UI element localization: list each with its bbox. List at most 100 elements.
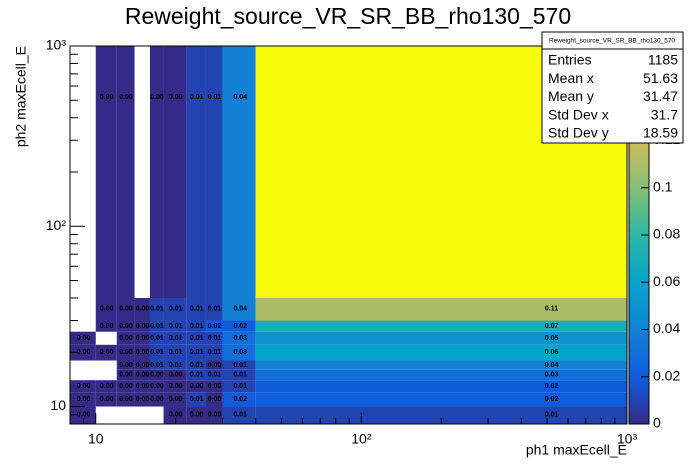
cell-label: 0.11: [545, 305, 558, 312]
cell: [186, 344, 206, 361]
plot-area: 0.00 0.00 0.00 0.00 0.01 0.010.00 0.00 0.00 0.00…: [46, 37, 681, 447]
cell-label: 0.00: [100, 396, 114, 403]
cell-label: 0.04: [545, 362, 559, 369]
cell: [134, 344, 150, 361]
cell: [116, 46, 135, 298]
cell-label: 0.00: [119, 396, 133, 403]
cell-label: 0.01: [208, 305, 222, 312]
cell: [255, 344, 627, 361]
cell-label: 0.00: [100, 349, 114, 356]
cell-label: 0.00: [136, 383, 150, 390]
cell-label: 0.00: [119, 305, 133, 312]
cell-label: 0.00: [119, 372, 133, 379]
cell: [205, 406, 223, 424]
cell: [163, 380, 187, 393]
cell-label: 0.01: [233, 372, 247, 379]
cell: [116, 344, 135, 361]
cell-label: 0.00: [100, 383, 114, 390]
cell: [134, 380, 150, 393]
cell: [149, 392, 164, 407]
y-axis-label: ph2 maxEcell_E: [13, 46, 29, 147]
cell-label: 0.01: [169, 335, 183, 342]
cell: [116, 392, 135, 407]
cell: [205, 392, 223, 407]
cell-label: 0.00: [77, 335, 91, 342]
cell-label: 0.01: [190, 323, 204, 330]
cell-label: 0.01: [190, 362, 204, 369]
cell: [222, 46, 256, 298]
cell-label: 0.00: [150, 383, 164, 390]
cell: [186, 298, 206, 321]
cell: [163, 298, 187, 321]
cell: [116, 320, 135, 332]
cell: [186, 392, 206, 407]
cell-label: 0.00: [77, 396, 91, 403]
cell: [70, 392, 96, 407]
cell-label: 0.02: [545, 383, 559, 390]
cell-label: 0.00: [136, 396, 150, 403]
cell: [205, 369, 223, 381]
cell-label: 0.00: [119, 383, 133, 390]
stats-value: 31.47: [643, 88, 678, 104]
cell: [255, 320, 627, 332]
y-tick-label: 10³: [46, 37, 67, 53]
cell-label: 0.00: [100, 323, 114, 330]
cell-label: 0.01: [190, 396, 204, 403]
cell-label: 0.01: [190, 372, 204, 379]
cell: [186, 360, 206, 370]
cell-label: 0.01: [208, 94, 222, 101]
cell-label: 0.01: [233, 412, 247, 419]
cell: [163, 320, 187, 332]
cell-label: 0.00: [169, 372, 183, 379]
stats-name: Entries: [548, 52, 592, 68]
stats-box: Reweight_source_VR_SR_BB_rho130_570 Entr…: [541, 31, 684, 144]
cell-label: 0.00: [77, 412, 91, 419]
x-tick-label: 10³: [617, 431, 638, 447]
cell: [222, 380, 256, 393]
cell: [163, 406, 187, 424]
cell-label: 0.00: [119, 349, 133, 356]
cell-label: 0.02: [208, 323, 222, 330]
cell-label: 0.00: [208, 396, 222, 403]
cell-label: 0.04: [233, 305, 247, 312]
cell: [116, 298, 135, 321]
cell: [134, 320, 150, 332]
x-tick-label: 10²: [351, 431, 372, 447]
cell-label: 0.01: [150, 349, 164, 356]
z-tick-label: 0: [653, 415, 661, 431]
cell: [222, 298, 256, 321]
y-tick-label: 10: [50, 397, 66, 413]
cell-label: 0.00: [190, 383, 204, 390]
cell: [163, 369, 187, 381]
z-tick-label: 0.02: [653, 367, 680, 383]
cell-label: 0.01: [169, 323, 183, 330]
cell: [134, 360, 150, 370]
cell-label: 0.01: [208, 335, 222, 342]
cell: [186, 369, 206, 381]
cell-label: 0.00: [150, 372, 164, 379]
cell: [222, 344, 256, 361]
cell-label: 0.01: [169, 305, 183, 312]
cell: [116, 369, 135, 381]
cell-label: 0.01: [169, 349, 183, 356]
cell: [149, 298, 164, 321]
cell: [255, 331, 627, 345]
z-tick-label: 0.08: [653, 226, 680, 242]
cell: [163, 360, 187, 370]
cell: [70, 380, 96, 393]
cell: [205, 360, 223, 370]
cell-label: 0.00: [150, 396, 164, 403]
cell: [222, 369, 256, 381]
cell-label: 0.01: [233, 383, 247, 390]
cell-label: 0.01: [150, 362, 164, 369]
cell-label: 0.00: [119, 362, 133, 369]
cell: [255, 380, 627, 393]
cell: [186, 406, 206, 424]
cell-label: 0.01: [150, 323, 164, 330]
cell: [70, 406, 96, 424]
cell: [205, 46, 223, 298]
cell: [255, 298, 627, 321]
cell-label: 0.00: [208, 383, 222, 390]
cell: [149, 344, 164, 361]
cell: [255, 369, 627, 381]
